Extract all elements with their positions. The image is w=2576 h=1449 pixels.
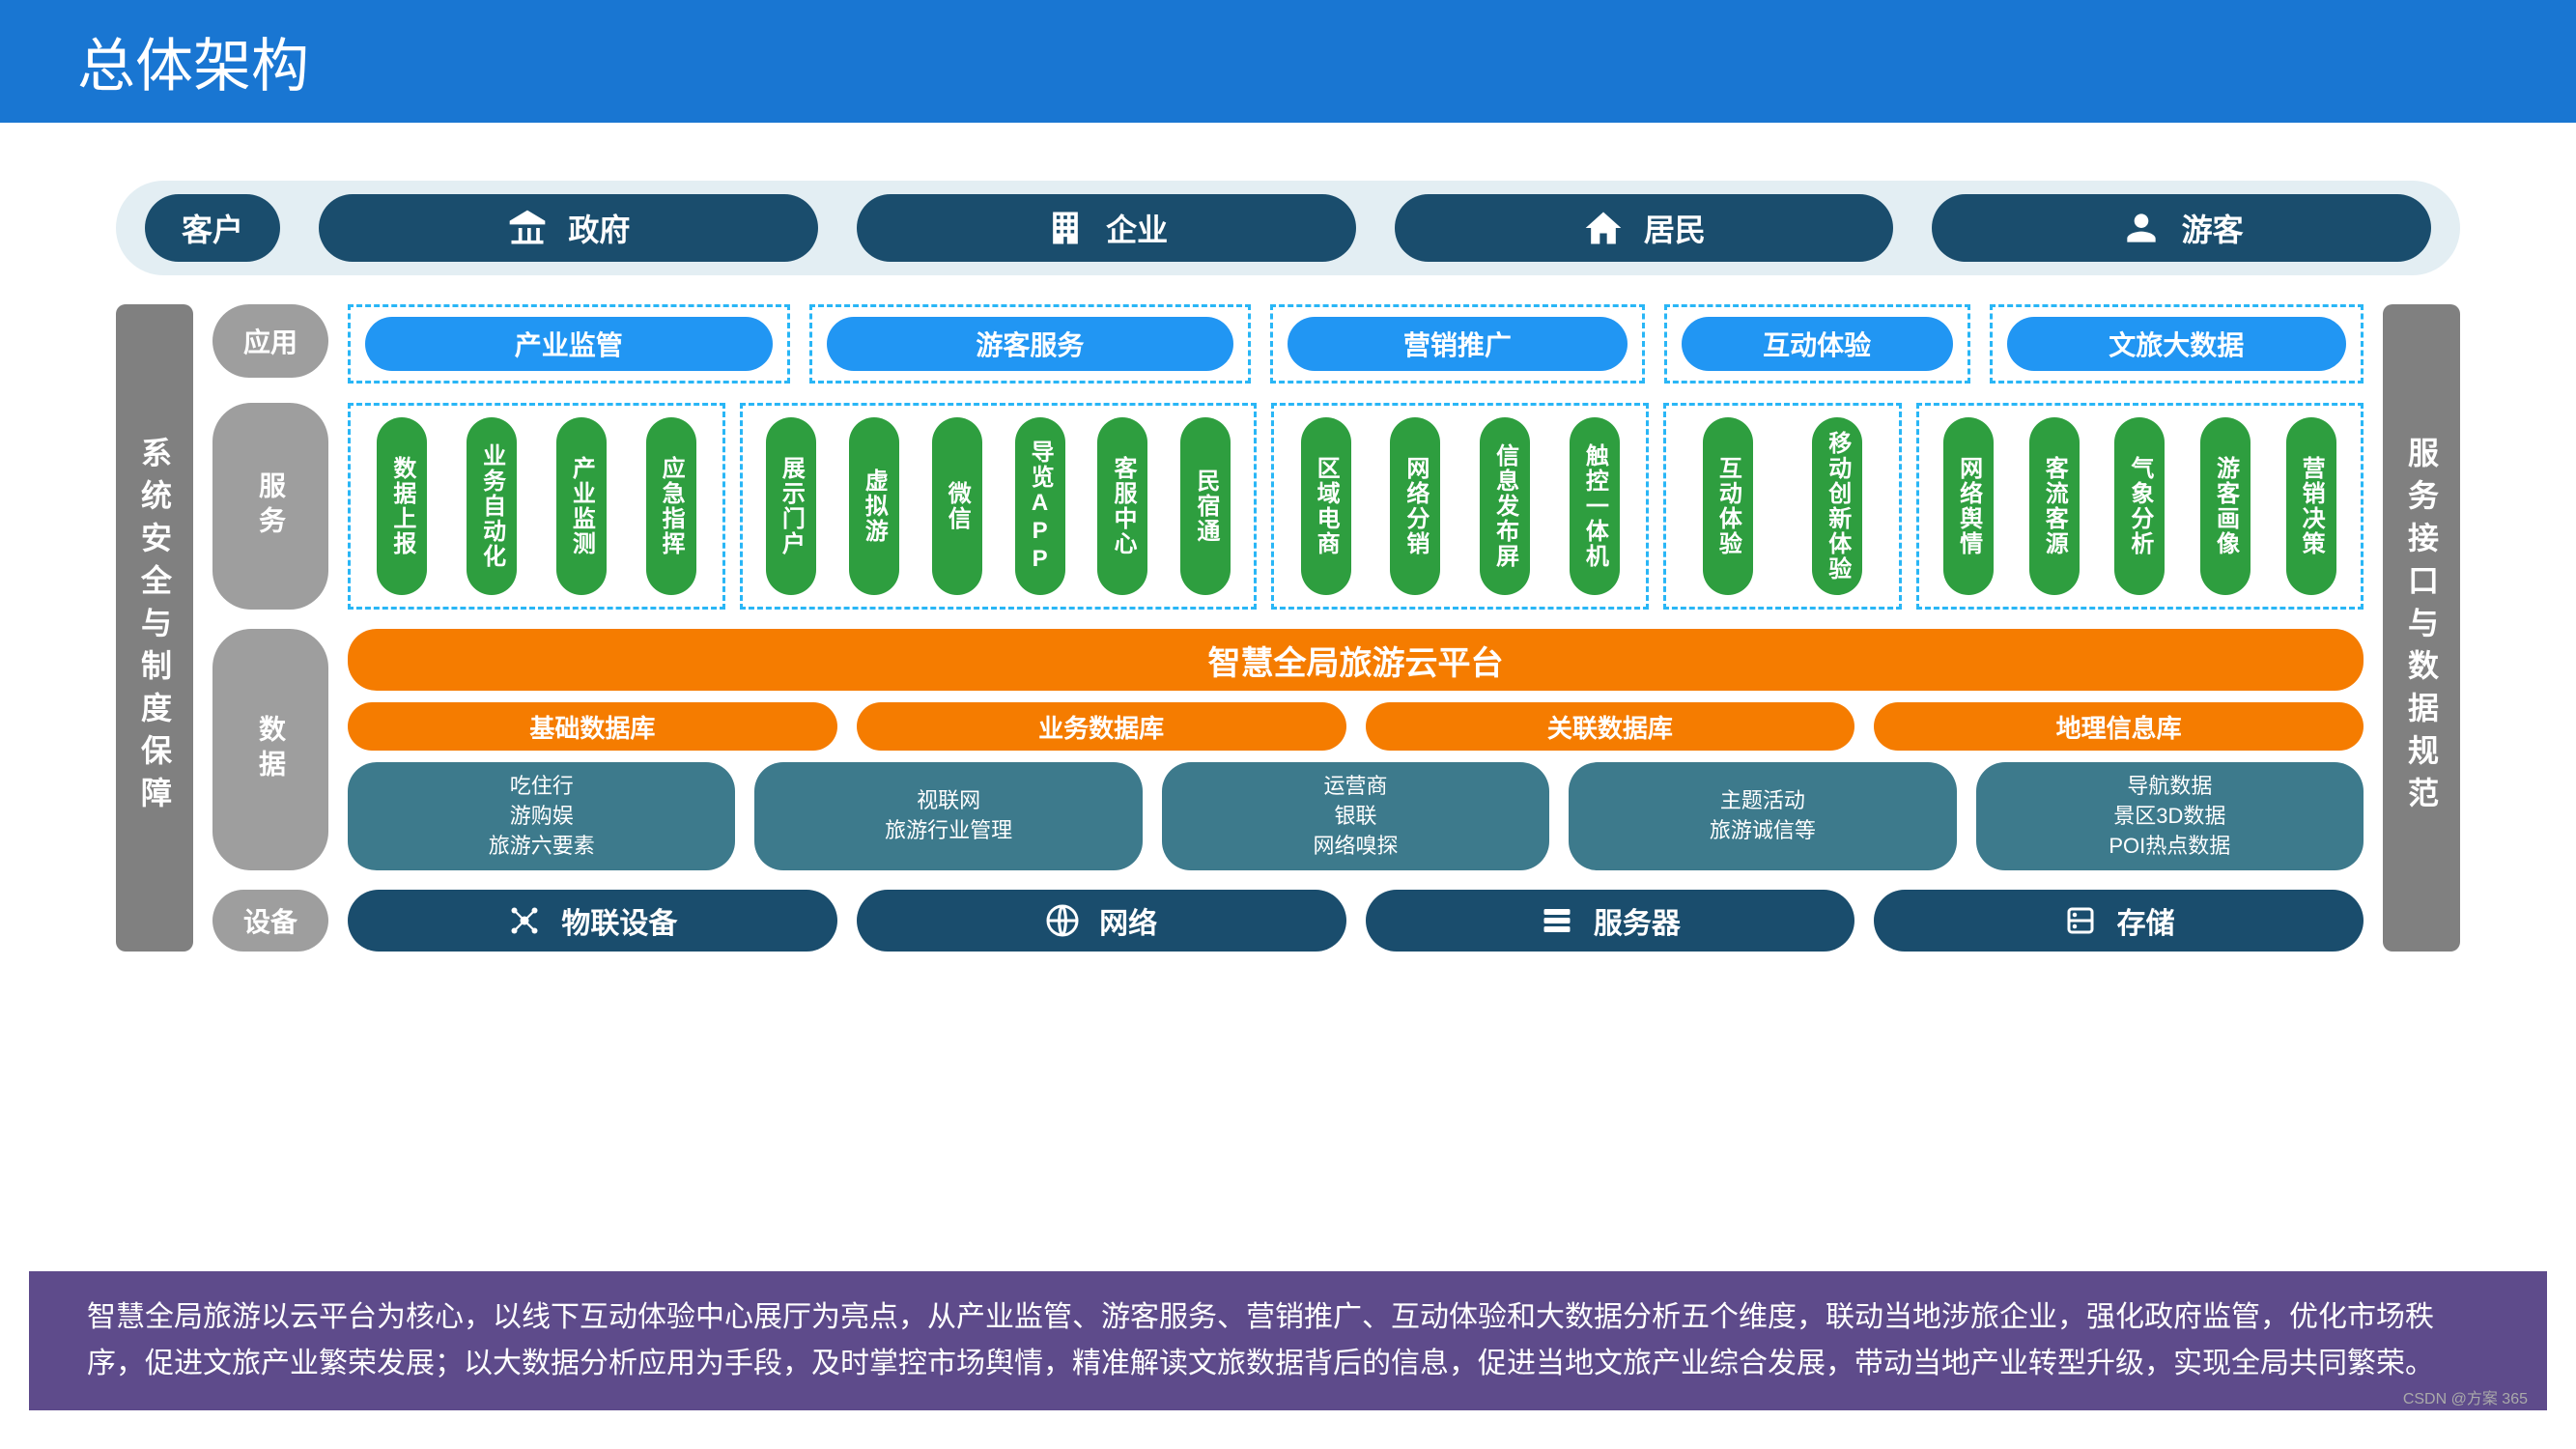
app-group: 营销推广 [1270,304,1644,384]
service-item: 民宿通 [1180,417,1231,595]
app-item: 游客服务 [827,317,1234,371]
service-item: 应急指挥 [646,417,696,595]
service-group: 互动体验 移动创新体验 [1663,403,1902,610]
left-sidebar: 系统安全与制度保障 [116,304,193,952]
service-group: 区域电商网络分销信息发布屏触控一体机 [1271,403,1649,610]
service-item: 展示门户 [766,417,816,595]
detail-item: 视联网旅游行业管理 [754,762,1142,870]
service-item: 虚拟游 [849,417,899,595]
service-item: 产业监测 [556,417,607,595]
app-label: 应用 [212,304,328,378]
app-group: 文旅大数据 [1990,304,2364,384]
customer-label-text: 居民 [1644,206,1706,250]
detail-item: 吃住行游购娱旅游六要素 [348,762,735,870]
service-item: 营销决策 [2286,417,2336,595]
customer-row: 客户 政府 企业 居民 游客 [116,181,2460,275]
main-diagram: 客户 政府 企业 居民 游客 系统安全与制度保障 应用 产业监管 游客服务 营销… [0,123,2576,971]
app-group: 游客服务 [809,304,1252,384]
app-item: 文旅大数据 [2007,317,2346,371]
service-item: 网络分销 [1390,417,1440,595]
storage-icon [2063,903,2098,938]
device-text: 网络 [1099,899,1157,942]
server-icon [1540,903,1574,938]
middle-wrap: 系统安全与制度保障 应用 产业监管 游客服务 营销推广 互动体验 文旅大数据 服… [116,304,2460,952]
data-layer: 数据 智慧全局旅游云平台 基础数据库 业务数据库 关联数据库 地理信息库 吃住行… [212,629,2364,870]
database-row: 基础数据库 业务数据库 关联数据库 地理信息库 [348,702,2364,751]
customer-label: 客户 [145,194,280,262]
service-item: 触控一体机 [1570,417,1620,595]
app-layer: 应用 产业监管 游客服务 营销推广 互动体验 文旅大数据 [212,304,2364,384]
app-item: 产业监管 [365,317,773,371]
service-item: 网络舆情 [1943,417,1994,595]
device-server: 服务器 [1366,890,1855,952]
service-item: 数据上报 [377,417,427,595]
customer-label-text: 企业 [1106,206,1168,250]
app-item: 互动体验 [1682,317,1953,371]
device-storage: 存储 [1874,890,2364,952]
customer-tourist: 游客 [1932,194,2431,262]
center-layers: 应用 产业监管 游客服务 营销推广 互动体验 文旅大数据 服务 数据上报业务自动… [212,304,2364,952]
page-title: 总体架构 [77,34,309,99]
customer-gov: 政府 [319,194,818,262]
db-item: 业务数据库 [857,702,1346,751]
device-text: 存储 [2117,899,2175,942]
db-item: 地理信息库 [1874,702,2364,751]
customer-enterprise: 企业 [857,194,1356,262]
data-label: 数据 [212,629,328,870]
device-text: 物联设备 [561,899,677,942]
customer-resident: 居民 [1395,194,1894,262]
house-icon [1582,207,1625,249]
service-item: 气象分析 [2114,417,2165,595]
service-item: 互动体验 [1703,417,1753,595]
footer-text: 智慧全局旅游以云平台为核心，以线下互动体验中心展厅为亮点，从产业监管、游客服务、… [29,1271,2547,1410]
iot-icon [507,903,542,938]
person-icon [2120,207,2163,249]
service-group: 网络舆情客流客源气象分析游客画像营销决策 [1916,403,2364,610]
service-item: 客服中心 [1097,417,1147,595]
app-item: 营销推广 [1288,317,1627,371]
data-content: 智慧全局旅游云平台 基础数据库 业务数据库 关联数据库 地理信息库 吃住行游购娱… [348,629,2364,870]
service-layer: 服务 数据上报业务自动化产业监测应急指挥展示门户虚拟游微信导览APP客服中心民宿… [212,403,2364,610]
detail-item: 主题活动旅游诚信等 [1569,762,1956,870]
app-group: 互动体验 [1664,304,1970,384]
building-icon [1044,207,1087,249]
service-item: 移动创新体验 [1812,417,1862,595]
service-group: 展示门户虚拟游微信导览APP 客服中心民宿通 [740,403,1257,610]
title-bar: 总体架构 [0,0,2576,123]
device-label: 设备 [212,890,328,952]
customer-label-text: 游客 [2182,206,2244,250]
detail-item: 运营商银联网络嗅探 [1162,762,1549,870]
service-item: 业务自动化 [467,417,517,595]
service-group: 数据上报业务自动化产业监测应急指挥 [348,403,725,610]
service-groups: 数据上报业务自动化产业监测应急指挥展示门户虚拟游微信导览APP客服中心民宿通区域… [348,403,2364,610]
watermark: CSDN @方案 365 [2403,1385,2528,1408]
service-item: 信息发布屏 [1480,417,1530,595]
detail-row: 吃住行游购娱旅游六要素视联网旅游行业管理运营商银联网络嗅探主题活动旅游诚信等导航… [348,762,2364,870]
db-item: 基础数据库 [348,702,837,751]
right-sidebar: 服务接口与数据规范 [2383,304,2460,952]
device-iot: 物联设备 [348,890,837,952]
service-label: 服务 [212,403,328,610]
gov-icon [506,207,549,249]
service-item: 游客画像 [2200,417,2250,595]
device-layer: 设备 物联设备 网络 服务器 存储 [212,890,2364,952]
db-item: 关联数据库 [1366,702,1855,751]
platform-bar: 智慧全局旅游云平台 [348,629,2364,691]
service-item: 微信 [932,417,982,595]
service-item: 导览APP [1015,417,1065,595]
globe-icon [1045,903,1080,938]
device-network: 网络 [857,890,1346,952]
service-item: 客流客源 [2029,417,2080,595]
customer-label-text: 政府 [568,206,630,250]
detail-item: 导航数据景区3D数据POI热点数据 [1976,762,2364,870]
service-item: 区域电商 [1301,417,1351,595]
device-text: 服务器 [1594,899,1681,942]
app-group: 产业监管 [348,304,790,384]
